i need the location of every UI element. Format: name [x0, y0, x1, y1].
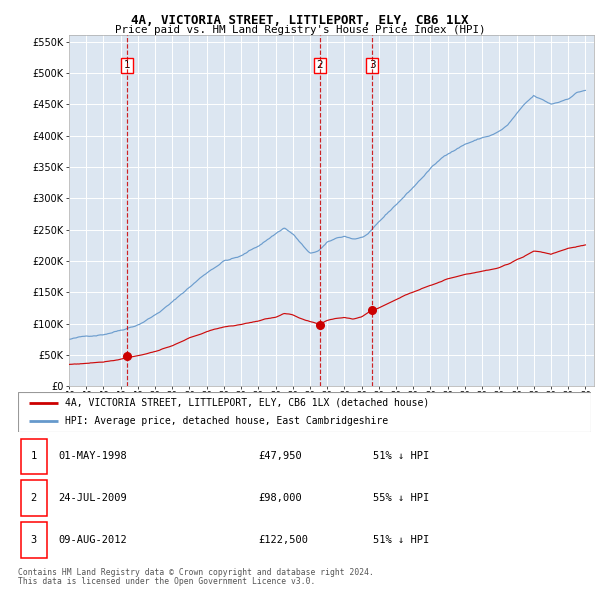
Text: 24-JUL-2009: 24-JUL-2009 — [58, 493, 127, 503]
Text: 09-AUG-2012: 09-AUG-2012 — [58, 535, 127, 545]
Text: 1: 1 — [31, 451, 37, 461]
Bar — [21, 522, 47, 558]
Text: 51% ↓ HPI: 51% ↓ HPI — [373, 535, 430, 545]
Text: Price paid vs. HM Land Registry's House Price Index (HPI): Price paid vs. HM Land Registry's House … — [115, 25, 485, 35]
Text: 2: 2 — [31, 493, 37, 503]
Text: 2: 2 — [316, 60, 323, 70]
Bar — [21, 480, 47, 516]
Text: £47,950: £47,950 — [259, 451, 302, 461]
Text: 55% ↓ HPI: 55% ↓ HPI — [373, 493, 430, 503]
Bar — [21, 438, 47, 474]
Text: 3: 3 — [31, 535, 37, 545]
Text: HPI: Average price, detached house, East Cambridgeshire: HPI: Average price, detached house, East… — [65, 417, 388, 427]
Text: 4A, VICTORIA STREET, LITTLEPORT, ELY, CB6 1LX: 4A, VICTORIA STREET, LITTLEPORT, ELY, CB… — [131, 14, 469, 27]
Text: £98,000: £98,000 — [259, 493, 302, 503]
Text: £122,500: £122,500 — [259, 535, 308, 545]
Text: 1: 1 — [124, 60, 130, 70]
Text: This data is licensed under the Open Government Licence v3.0.: This data is licensed under the Open Gov… — [18, 577, 316, 586]
Text: Contains HM Land Registry data © Crown copyright and database right 2024.: Contains HM Land Registry data © Crown c… — [18, 568, 374, 576]
Text: 4A, VICTORIA STREET, LITTLEPORT, ELY, CB6 1LX (detached house): 4A, VICTORIA STREET, LITTLEPORT, ELY, CB… — [65, 398, 429, 408]
Text: 3: 3 — [369, 60, 376, 70]
Text: 51% ↓ HPI: 51% ↓ HPI — [373, 451, 430, 461]
Text: 01-MAY-1998: 01-MAY-1998 — [58, 451, 127, 461]
